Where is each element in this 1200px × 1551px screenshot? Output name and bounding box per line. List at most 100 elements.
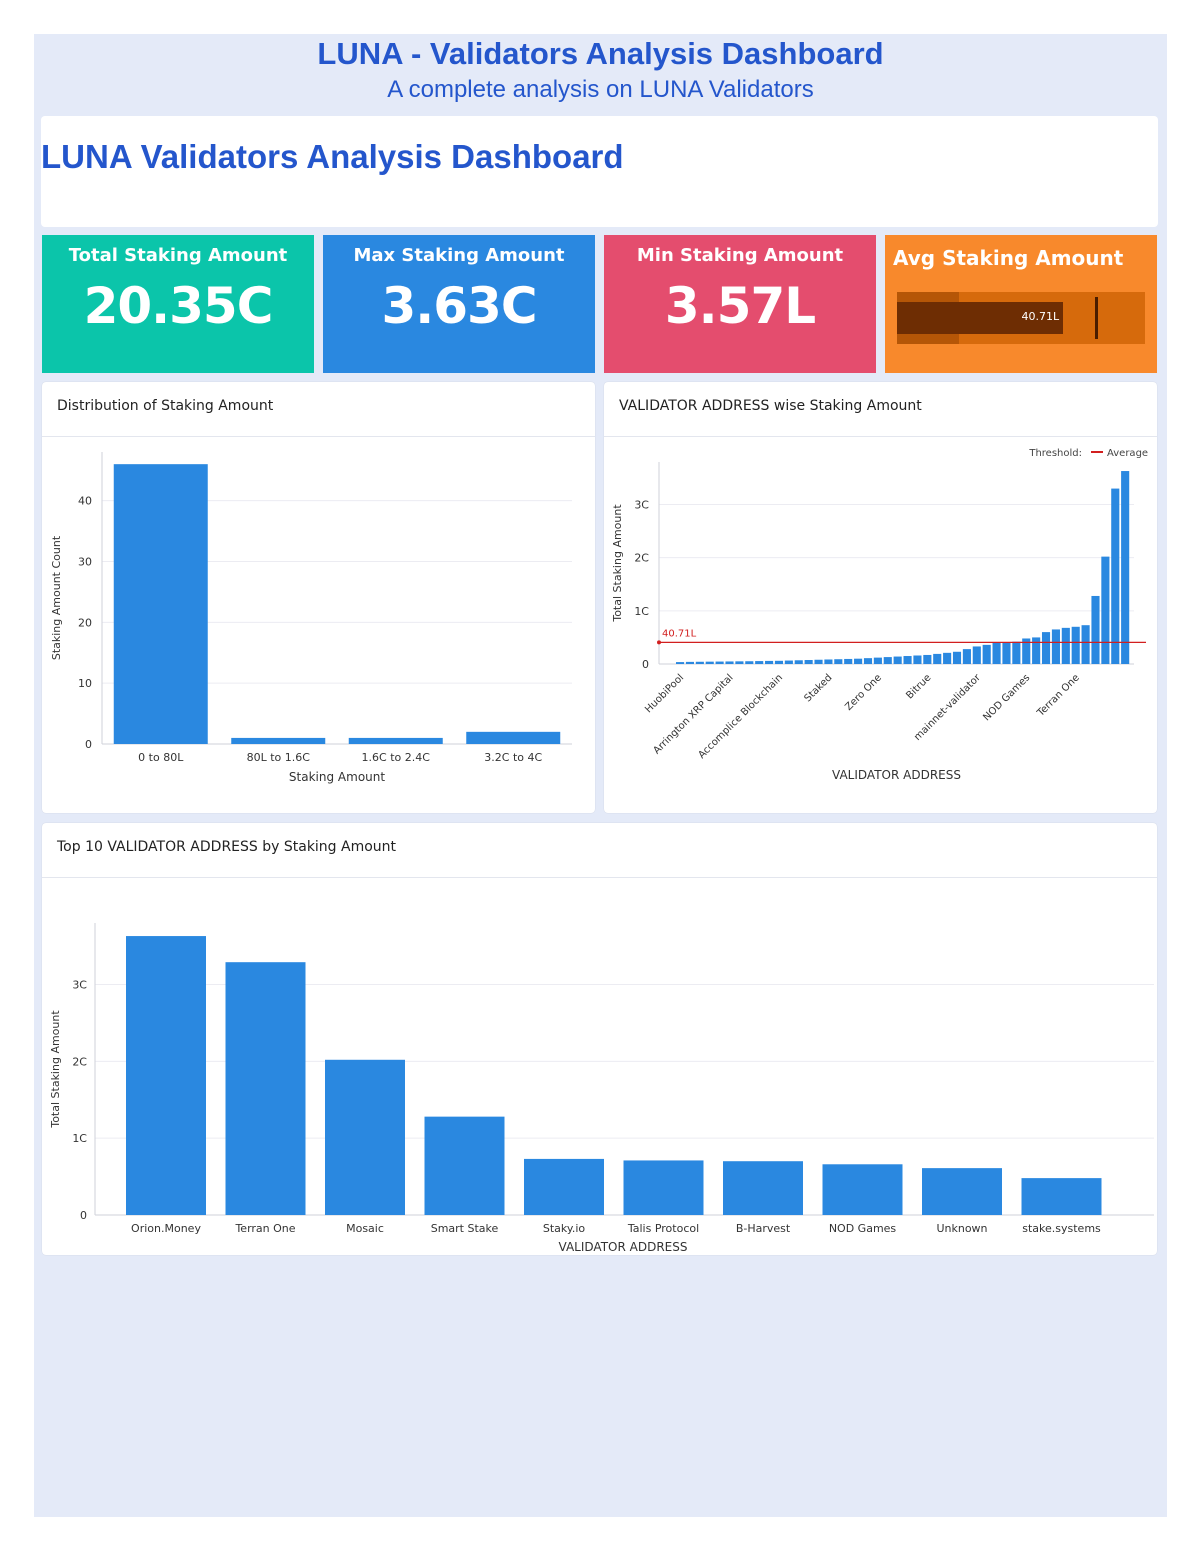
bar [784, 660, 793, 664]
bar [325, 1059, 405, 1215]
bar [1022, 638, 1031, 664]
dashboard-title: LUNA - Validators Analysis Dashboard [317, 36, 884, 71]
bar [466, 731, 561, 744]
card-divider [604, 436, 1157, 437]
kpi-label: Max Staking Amount [353, 245, 565, 266]
chart-title: Distribution of Staking Amount [57, 398, 274, 414]
bar [893, 656, 902, 664]
bar [824, 659, 833, 664]
validator-wise-card: VALIDATOR ADDRESS wise Staking Amount 0 1… [604, 382, 1157, 813]
bar [725, 661, 734, 664]
bar [685, 661, 695, 664]
x-axis-label: VALIDATOR ADDRESS [832, 768, 961, 782]
y-tick-label: 2C [72, 1055, 87, 1068]
bar [863, 658, 873, 664]
title-card-text: LUNA Validators Analysis Dashboard [41, 138, 624, 175]
kpi-avg-staking: Avg Staking Amount 40.71L [885, 235, 1157, 373]
bar [1032, 637, 1041, 664]
bar [883, 657, 892, 664]
bar [1111, 488, 1120, 664]
top10-chart: 0 1C 2C 3C Orion.Money Terran One Mosaic Smart … [49, 923, 1154, 1254]
bar [676, 662, 685, 664]
bar [1081, 625, 1090, 664]
x-tick-label: NOD Games [981, 672, 1032, 723]
x-tick-label: Talis Protocol [627, 1222, 699, 1235]
kpi-value: 3.57L [664, 277, 816, 335]
kpi-value: 3.63C [381, 277, 537, 335]
dashboard-subtitle: A complete analysis on LUNA Validators [387, 76, 814, 103]
bar [1012, 641, 1021, 664]
x-axis-label: Staking Amount [289, 770, 385, 784]
bar [804, 660, 813, 664]
y-tick-label: 20 [78, 616, 92, 629]
x-tick-label: 0 to 80L [138, 751, 184, 764]
x-tick-label: Staky.io [543, 1222, 586, 1235]
x-tick-label: Smart Stake [431, 1222, 499, 1235]
bar [873, 657, 882, 664]
bar [348, 737, 443, 744]
bar [844, 658, 853, 664]
bar [903, 656, 912, 664]
x-tick-label: 3.2C to 4C [484, 751, 542, 764]
kpi-max-staking: Max Staking Amount 3.63C [323, 235, 595, 373]
x-tick-label: Orion.Money [131, 1222, 201, 1235]
bar [952, 651, 962, 664]
bar [854, 658, 863, 664]
y-tick-label: 0 [80, 1209, 87, 1222]
legend-threshold-name: Average [1107, 448, 1148, 459]
kpi-label: Total Staking Amount [68, 245, 288, 266]
avg-gauge-track: 40.71L [897, 292, 1145, 344]
y-tick-label: 0 [642, 658, 649, 671]
bar [962, 649, 971, 664]
x-tick-label: stake.systems [1022, 1222, 1101, 1235]
dashboard-page: LUNA - Validators Analysis Dashboard A c… [34, 34, 1167, 1517]
y-tick-label: 0 [85, 738, 92, 751]
avg-gauge-bar: 40.71L [897, 302, 1064, 334]
top10-card: Top 10 VALIDATOR ADDRESS by Staking Amou… [42, 823, 1157, 1255]
bar [745, 661, 754, 664]
y-axis-label: Total Staking Amount [49, 1010, 62, 1129]
x-tick-label: NOD Games [829, 1222, 897, 1235]
bar [982, 644, 991, 664]
card-divider [42, 436, 595, 437]
kpi-total-staking: Total Staking Amount 20.35C [42, 235, 314, 373]
legend-threshold-label: Threshold: [1028, 448, 1082, 459]
bar [922, 1168, 1002, 1215]
y-tick-label: 1C [72, 1132, 87, 1145]
x-tick-label: B-Harvest [736, 1222, 791, 1235]
x-tick-label: Mosaic [346, 1222, 384, 1235]
y-axis-label: Staking Amount Count [50, 535, 63, 660]
x-tick-label: HuobiPool [643, 672, 686, 715]
x-tick-label: Terran One [234, 1222, 295, 1235]
kpi-label: Min Staking Amount [636, 245, 844, 266]
bar [225, 962, 306, 1215]
kpi-value: 20.35C [83, 277, 274, 335]
bar [822, 1164, 903, 1215]
bar [992, 642, 1001, 664]
x-tick-label: 80L to 1.6C [247, 751, 311, 764]
kpi-min-staking: Min Staking Amount 3.57L [604, 235, 876, 373]
x-tick-label: Terran One [1035, 672, 1082, 719]
bar [705, 661, 714, 664]
x-tick-label: Zero One [843, 672, 884, 713]
bar [1002, 642, 1011, 664]
bar [933, 653, 942, 664]
avg-gauge-value: 40.71L [1021, 310, 1060, 323]
x-tick-label: 1.6C to 2.4C [362, 751, 431, 764]
bar [943, 652, 952, 664]
x-tick-label: Accomplice Blockchain [696, 672, 785, 761]
bar [1051, 629, 1060, 664]
x-axis-label: VALIDATOR ADDRESS [559, 1240, 688, 1254]
bar [695, 661, 704, 664]
y-tick-label: 3C [634, 499, 649, 512]
chart-title: Top 10 VALIDATOR ADDRESS by Staking Amou… [57, 839, 397, 855]
y-tick-label: 3C [72, 978, 87, 991]
kpi-label: Avg Staking Amount [893, 246, 1124, 270]
bar [755, 661, 764, 664]
bar [113, 464, 208, 744]
y-axis-label: Total Staking Amount [611, 504, 624, 623]
bar [126, 936, 206, 1215]
card-divider [42, 877, 1157, 878]
bar [794, 660, 803, 664]
